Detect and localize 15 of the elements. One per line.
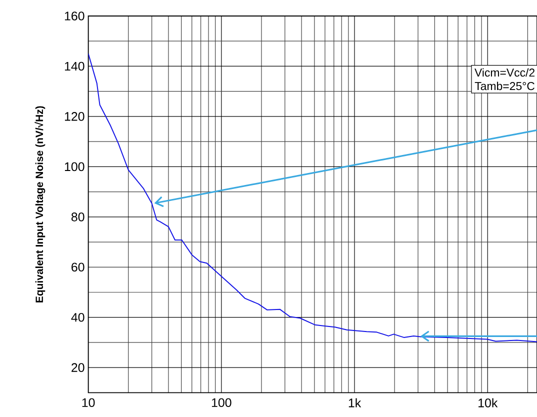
annotation: Tamb=25°C: [474, 82, 534, 90]
x-tick-label: 100: [212, 398, 232, 408]
x-tick-label: 1k: [348, 398, 362, 408]
y-tick-label: 80: [71, 212, 84, 222]
y-tick-label: 140: [64, 62, 84, 71]
annotation: Vicm=Vcc/2: [474, 68, 534, 77]
y-axis-title: Equivalent Input Voltage Noise (nV/√Hz): [34, 106, 46, 302]
y-tick-label: 100: [64, 162, 84, 172]
y-tick-label: 40: [71, 312, 84, 322]
x-tick-label: 10: [82, 398, 95, 408]
y-tick-label: 60: [72, 262, 84, 272]
x-tick-label: 10k: [478, 398, 498, 408]
y-tick-label: 20: [72, 363, 84, 372]
y-tick-label: 160: [64, 12, 84, 20]
y-tick-label: 120: [64, 112, 84, 121]
